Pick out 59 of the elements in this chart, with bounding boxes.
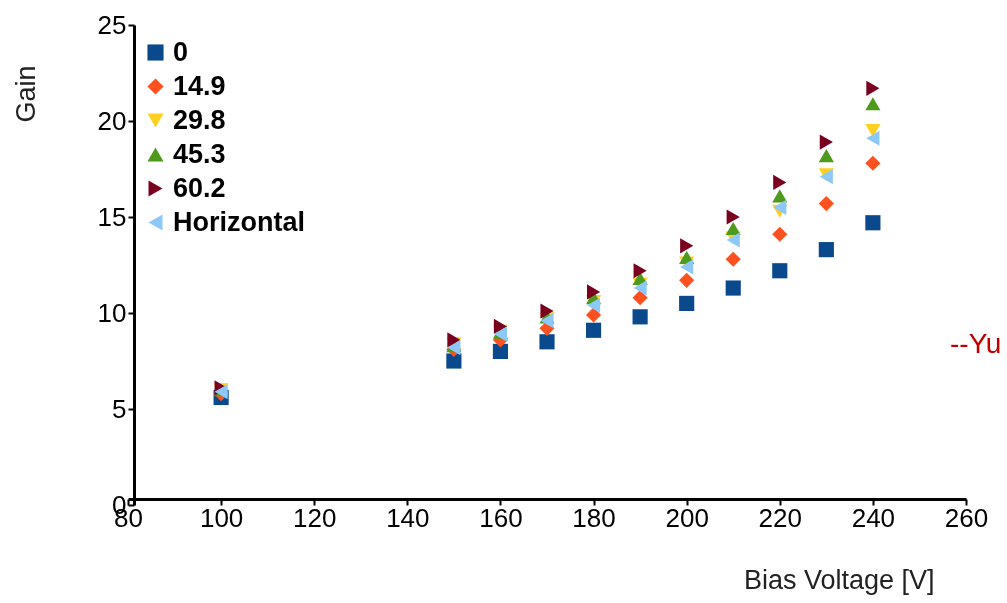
legend-label: 29.8: [173, 104, 226, 135]
point: [819, 134, 833, 150]
point: [865, 97, 881, 111]
y-tick-label: 20: [97, 105, 127, 136]
point: [680, 259, 694, 275]
point: [633, 280, 647, 296]
point: [773, 199, 787, 215]
x-tick-label: 260: [944, 502, 989, 533]
legend-label: 60.2: [173, 172, 226, 203]
point: [540, 303, 554, 319]
point: [680, 238, 694, 254]
point: [818, 242, 834, 258]
point: [772, 226, 788, 242]
point: [585, 322, 602, 338]
point: [818, 148, 834, 163]
point: [866, 130, 880, 146]
x-tick-label: 180: [572, 502, 616, 533]
point: [725, 280, 741, 296]
x-tick-label: 240: [851, 502, 896, 533]
point: [725, 251, 741, 267]
x-tick-label: 140: [386, 502, 430, 533]
point: [818, 195, 834, 212]
point: [773, 174, 787, 191]
legend-label: 0: [173, 36, 189, 67]
y-tick-label: 10: [97, 297, 127, 328]
point: [493, 318, 508, 335]
point: [725, 221, 741, 236]
x-tick-label: 100: [199, 502, 244, 533]
y-tick-label: 25: [97, 9, 127, 40]
point: [865, 155, 881, 171]
y-tick-label: 15: [97, 201, 127, 232]
point: [865, 124, 881, 138]
annotation: --Yu: [950, 328, 1002, 360]
point: [539, 334, 555, 350]
point: [633, 263, 647, 279]
point: [632, 290, 648, 306]
point: [772, 263, 788, 279]
point: [726, 209, 740, 225]
point: [865, 215, 881, 231]
point: [492, 343, 509, 359]
x-tick-label: 200: [665, 502, 709, 533]
point: [632, 309, 648, 325]
legend-label: Horizontal: [173, 206, 305, 237]
x-axis-title: Bias Voltage [V]: [743, 564, 935, 595]
point: [866, 80, 880, 96]
y-tick-label: 5: [112, 393, 127, 424]
point: [585, 307, 602, 323]
x-tick-label: 220: [758, 502, 802, 533]
point: [679, 295, 695, 311]
x-tick-label: 120: [293, 502, 337, 533]
point: [679, 272, 695, 288]
point: [447, 332, 461, 348]
legend-label: 14.9: [173, 70, 226, 101]
legend-label: 45.3: [173, 138, 226, 169]
point: [586, 284, 601, 300]
point: [586, 297, 601, 313]
y-axis-title: Gain: [10, 65, 41, 123]
x-tick-label: 160: [479, 502, 523, 533]
point: [446, 353, 462, 369]
